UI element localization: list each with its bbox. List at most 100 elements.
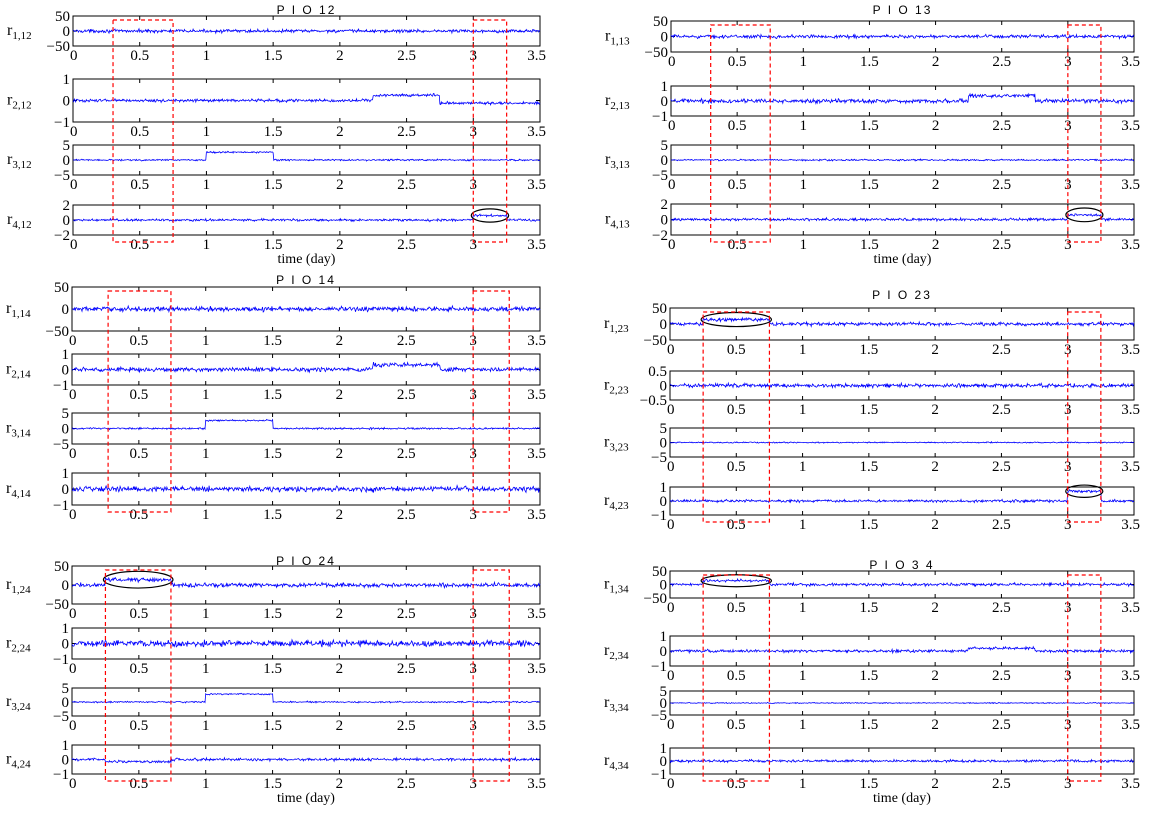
residual-trace [669, 577, 1135, 588]
x-tick-label: 0 [70, 48, 78, 64]
y-tick-label: 0 [661, 213, 669, 229]
y-tick-label: 5 [62, 681, 70, 697]
x-axis-label: time (day) [873, 791, 931, 806]
x-tick-label: 1 [202, 446, 210, 462]
residual-trace [669, 381, 1135, 390]
subplot: 0 0.5 1 1.5 2 2.5 3 3.510−1r2,34 [604, 629, 1140, 684]
x-tick-label: 1 [799, 776, 807, 792]
fault-window-box [472, 19, 508, 243]
x-tick-label: 1.5 [859, 342, 878, 358]
x-tick-label: 2.5 [397, 718, 416, 734]
residual-trace [71, 692, 541, 704]
x-tick-label: 2.5 [397, 177, 416, 193]
chart-title: P I O 12 [277, 3, 337, 17]
x-axis-label: time (day) [874, 252, 932, 267]
x-tick-label: 1 [799, 600, 807, 616]
y-axis-label-subscript: 1,24 [11, 584, 31, 596]
y-axis-label: r3,23 [604, 434, 629, 454]
y-axis-label: r3,14 [6, 420, 31, 440]
x-tick-label: 2.5 [397, 237, 416, 253]
y-axis-label-subscript: 1,13 [610, 36, 630, 48]
y-tick-label: 0 [661, 94, 669, 110]
subplot: 0 0.5 1 1.5 2 2.5 3 3.510−1r2,24 [6, 621, 546, 677]
y-tick-label: 0 [62, 482, 70, 498]
y-axis-label: r1,12 [7, 22, 32, 42]
y-axis-label: r1,14 [6, 300, 31, 320]
x-tick-label: 1.5 [263, 661, 282, 677]
x-tick-label: 3.5 [527, 661, 546, 677]
y-tick-label: 0 [660, 317, 668, 333]
y-axis-label: r2,23 [604, 377, 629, 397]
x-tick-label: 0.5 [727, 776, 746, 792]
y-axis-label: r3,24 [6, 693, 31, 713]
residual-trace [670, 213, 1135, 223]
y-tick-label: 1 [660, 629, 668, 645]
x-tick-label: 0.5 [129, 606, 148, 622]
y-axis-label-subscript: 3,13 [610, 159, 630, 171]
y-tick-label: 1 [62, 621, 70, 637]
x-tick-label: 1.5 [859, 776, 878, 792]
y-tick-label: 0 [62, 578, 70, 594]
x-tick-label: 3.5 [1121, 118, 1140, 134]
chart-title: P I O 24 [276, 554, 336, 568]
x-tick-label: 3.5 [1121, 517, 1140, 533]
x-tick-label: 2 [336, 124, 344, 140]
y-tick-label: 1 [62, 466, 70, 482]
x-tick-label: 1 [202, 661, 210, 677]
y-tick-label: −1 [651, 767, 667, 783]
x-tick-label: 0 [69, 387, 77, 403]
x-tick-label: 1 [203, 124, 211, 140]
x-tick-label: 1.5 [860, 177, 879, 193]
x-tick-label: 0.5 [129, 446, 148, 462]
y-tick-label: −1 [54, 115, 70, 131]
x-tick-label: 0 [70, 177, 78, 193]
x-tick-label: 0 [69, 446, 77, 462]
y-axis-label-subscript: 2,24 [11, 643, 31, 655]
y-axis-label: r2,12 [7, 92, 32, 112]
x-tick-label: 2.5 [397, 661, 416, 677]
residual-trace [71, 638, 541, 648]
x-tick-label: 3.5 [1121, 776, 1140, 792]
y-axis-label: r3,12 [7, 151, 32, 171]
x-tick-label: 3.5 [527, 124, 546, 140]
x-tick-label: 3.5 [527, 237, 546, 253]
x-tick-label: 2.5 [397, 776, 416, 792]
x-tick-label: 0 [668, 54, 676, 70]
x-tick-label: 0.5 [727, 402, 746, 418]
y-axis-label: r1,24 [6, 576, 31, 596]
y-axis-label-subscript: 4,23 [609, 500, 629, 512]
x-tick-label: 3 [1064, 517, 1072, 533]
x-tick-label: 3.5 [1121, 717, 1140, 733]
x-tick-label: 0 [667, 600, 675, 616]
y-axis-label-subscript: 2,34 [609, 650, 629, 662]
x-tick-label: 0.5 [727, 459, 746, 475]
x-tick-label: 1 [202, 507, 210, 523]
y-tick-label: −50 [46, 324, 69, 340]
x-tick-label: 0.5 [727, 600, 746, 616]
x-tick-label: 1.5 [859, 600, 878, 616]
fault-window-box [1067, 574, 1102, 782]
x-tick-label: 2.5 [992, 459, 1011, 475]
x-tick-label: 2 [336, 237, 344, 253]
x-tick-label: 1 [799, 402, 807, 418]
x-tick-label: 0.5 [130, 237, 149, 253]
y-tick-label: 0 [661, 153, 669, 169]
x-tick-label: 0 [667, 776, 675, 792]
y-axis-label-subscript: 3,14 [11, 428, 31, 440]
residual-trace [670, 158, 1135, 162]
x-tick-label: 2.5 [397, 48, 416, 64]
subplot: 0 0.5 1 1.5 2 2.5 3 3.510−1r2,12 [7, 72, 546, 140]
x-tick-label: 3 [1064, 237, 1072, 253]
y-axis-label: r2,14 [6, 361, 31, 381]
y-axis-label-subscript: 2,23 [609, 385, 629, 397]
x-tick-label: 2 [931, 517, 939, 533]
x-tick-label: 1 [799, 717, 807, 733]
x-tick-label: 2.5 [397, 387, 416, 403]
x-tick-label: 3.5 [527, 446, 546, 462]
x-tick-label: 0.5 [728, 177, 747, 193]
x-tick-label: 2 [336, 661, 344, 677]
y-tick-label: 0 [660, 754, 668, 770]
